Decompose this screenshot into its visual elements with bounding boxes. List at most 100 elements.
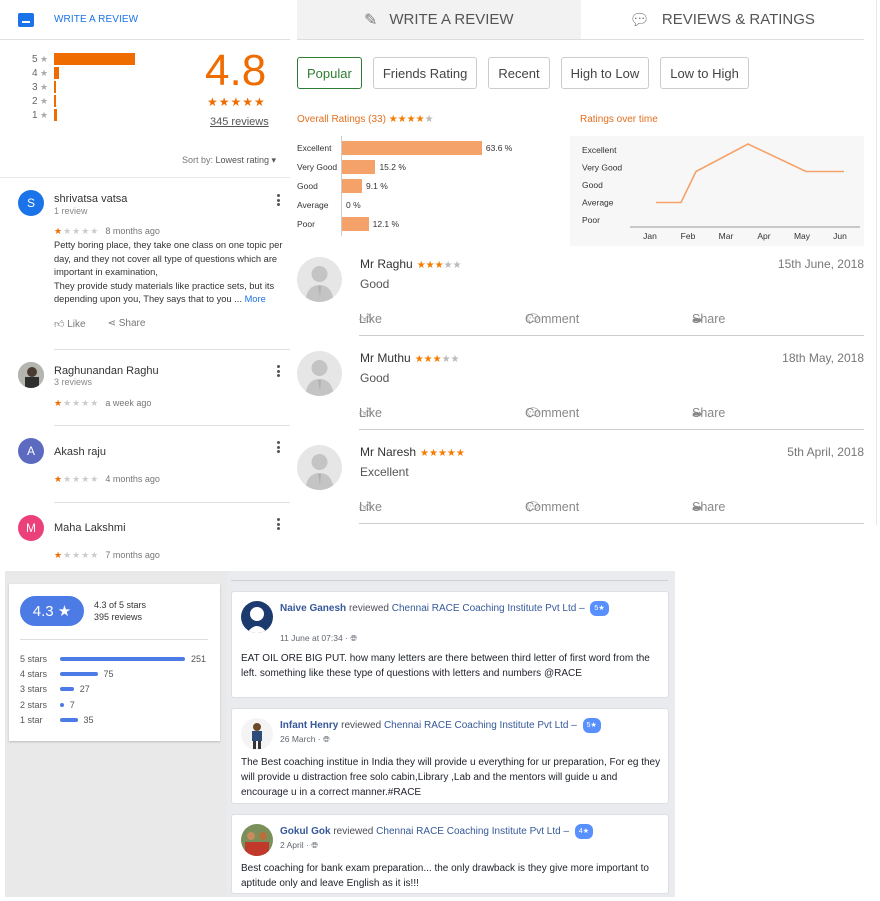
avatar[interactable]: A — [18, 438, 44, 464]
scroll-edge — [876, 0, 877, 525]
review-actions: 👍︎ Like ⋖ Share — [54, 318, 145, 330]
reviewer-name[interactable]: Infant Henry — [280, 720, 339, 732]
rating-badge: 5★ — [582, 718, 601, 733]
write-review-link[interactable]: WRITE A REVIEW — [0, 0, 290, 40]
histogram-label: 1 — [32, 109, 38, 121]
star-breakdown-count: 75 — [103, 669, 114, 679]
filter-friends-rating[interactable]: Friends Rating — [372, 57, 478, 89]
average-stars: ★★★★★ — [207, 95, 266, 109]
histogram-row: 1 ★ — [32, 108, 152, 122]
star-breakdown-count: 7 — [69, 700, 75, 710]
reviewer-name[interactable]: Akash raju — [54, 446, 106, 458]
reviewer-name[interactable]: Raghunandan Raghu — [54, 365, 159, 377]
avatar[interactable] — [297, 257, 342, 302]
tab-write-review[interactable]: ✎ WRITE A REVIEW — [297, 0, 581, 39]
chart-axis — [341, 136, 342, 236]
share-button[interactable]: ⋖ Share — [107, 318, 146, 329]
write-review-label: WRITE A REVIEW — [54, 14, 139, 25]
more-options-icon[interactable] — [277, 194, 280, 206]
google-reviews-panel: WRITE A REVIEW — [0, 0, 290, 570]
more-link[interactable]: More — [244, 294, 266, 304]
profile-picture[interactable] — [241, 601, 273, 633]
reviewer-name[interactable]: Maha Lakshmi — [54, 522, 126, 534]
star-icon: ★ — [40, 67, 49, 78]
star-breakdown-row: 4 stars 75 — [20, 669, 114, 679]
filter-recent[interactable]: Recent — [488, 57, 550, 89]
histogram-row: 3 ★ — [32, 80, 152, 94]
reviewer-name[interactable]: Gokul Gok — [280, 826, 331, 838]
profile-picture[interactable] — [241, 718, 273, 750]
histogram-bar — [54, 67, 59, 79]
y-tick-label: Very Good — [582, 163, 622, 173]
share-arrow-icon: ➦ — [692, 407, 703, 421]
comment-icon: 💬︎ — [525, 312, 541, 326]
review-text: Best coaching for bank exam preparation.… — [241, 863, 649, 889]
review-stars: ★★★★★ a week ago — [54, 398, 152, 408]
like-button[interactable]: 👍︎ Like — [54, 319, 86, 330]
bar — [342, 179, 363, 193]
x-tick-label: Mar — [719, 231, 734, 241]
avatar[interactable] — [297, 445, 342, 490]
share-arrow-icon: ➦ — [692, 313, 703, 327]
bar — [342, 217, 369, 231]
review-item: Mr Muthu ★★★★★ 18th May, 2018 Good 👍︎ Like… — [297, 349, 864, 430]
avatar[interactable]: M — [18, 515, 44, 541]
more-options-icon[interactable] — [277, 518, 280, 530]
profile-picture[interactable] — [241, 824, 273, 856]
page-link[interactable]: Chennai RACE Coaching Institute Pvt Ltd … — [391, 603, 585, 615]
review-stars: ★★★ — [416, 260, 444, 271]
average-score: 4.8 — [205, 46, 267, 95]
review-text: The Best coaching institue in India they… — [241, 757, 661, 798]
star-breakdown-bar — [60, 687, 74, 691]
review-date: 18th May, 2018 — [782, 351, 864, 365]
divider — [359, 335, 864, 336]
edit-icon — [18, 12, 34, 27]
star-breakdown-row: 1 star 35 — [20, 715, 94, 725]
review-text: EAT OIL ORE BIG PUT. how many letters ar… — [241, 653, 650, 679]
bar-value-label: 9.1 % — [366, 181, 388, 191]
filter-popular[interactable]: Popular — [297, 57, 362, 89]
reviewer-name[interactable]: Mr Muthu ★★★★★ — [360, 351, 460, 365]
ratings-over-time-chart: Excellent Very Good Good Average Poor Jan Feb M… — [570, 136, 864, 246]
avatar[interactable]: S — [18, 190, 44, 216]
reviewer-name[interactable]: shrivatsa vatsa — [54, 193, 128, 205]
sort-by-dropdown[interactable]: Sort by: Lowest rating ▾ — [182, 155, 276, 166]
comment-icon: 💬︎ — [525, 406, 541, 420]
more-options-icon[interactable] — [277, 365, 280, 377]
tab-reviews-ratings[interactable]: 💬︎ REVIEWS & RATINGS — [629, 11, 815, 29]
bar-value-label: 0 % — [346, 200, 361, 210]
histogram-row: 2 ★ — [32, 94, 152, 108]
more-options-icon[interactable] — [277, 441, 280, 453]
page-link[interactable]: Chennai RACE Coaching Institute Pvt Ltd … — [376, 826, 570, 838]
divider — [359, 429, 864, 430]
facebook-review-card: Naive Ganesh reviewed Chennai RACE Coach… — [231, 591, 669, 698]
divider — [0, 177, 290, 178]
review-time: 4 months ago — [105, 474, 160, 484]
line-chart-svg: Excellent Very Good Good Average Poor Jan Feb M… — [582, 143, 860, 241]
pencil-icon: ✎ — [363, 11, 378, 29]
filter-high-to-low[interactable]: High to Low — [560, 57, 650, 89]
x-tick-label: Jan — [643, 231, 657, 241]
overall-ratings-title: Overall Ratings (33) ★★★★★ — [297, 114, 434, 125]
facebook-review-card: Gokul Gok reviewed Chennai RACE Coaching… — [231, 814, 669, 894]
reviewer-name[interactable]: Mr Naresh ★★★★★ — [360, 445, 465, 459]
reviewer-name[interactable]: Mr Raghu ★★★★★ — [360, 257, 462, 271]
reviewer-name[interactable]: Naive Ganesh — [280, 603, 347, 615]
x-tick-label: May — [794, 231, 811, 241]
histogram-label: 3 — [32, 81, 38, 93]
review-time: 11 June at 07:34 · 🌐︎ — [280, 633, 358, 643]
star-icon: ★ — [40, 109, 49, 120]
histogram-bar — [54, 81, 56, 93]
comment-icon: 💬︎ — [525, 500, 541, 514]
avatar[interactable] — [297, 351, 342, 396]
series-line — [656, 143, 844, 204]
avatar[interactable] — [18, 362, 44, 388]
bar-category-label: Poor — [297, 219, 315, 229]
review-header: Gokul Gok reviewed Chennai RACE Coaching… — [280, 824, 665, 839]
review-item: Mr Raghu ★★★★★ 15th June, 2018 Good 👍︎ Lik… — [297, 255, 864, 336]
filter-low-to-high[interactable]: Low to High — [660, 57, 749, 89]
review-count-link[interactable]: 345 reviews — [210, 116, 269, 128]
thumbs-up-icon: 👍︎ — [359, 500, 373, 514]
thumbs-up-icon: 👍︎ — [359, 406, 373, 420]
page-link[interactable]: Chennai RACE Coaching Institute Pvt Ltd … — [383, 720, 577, 732]
